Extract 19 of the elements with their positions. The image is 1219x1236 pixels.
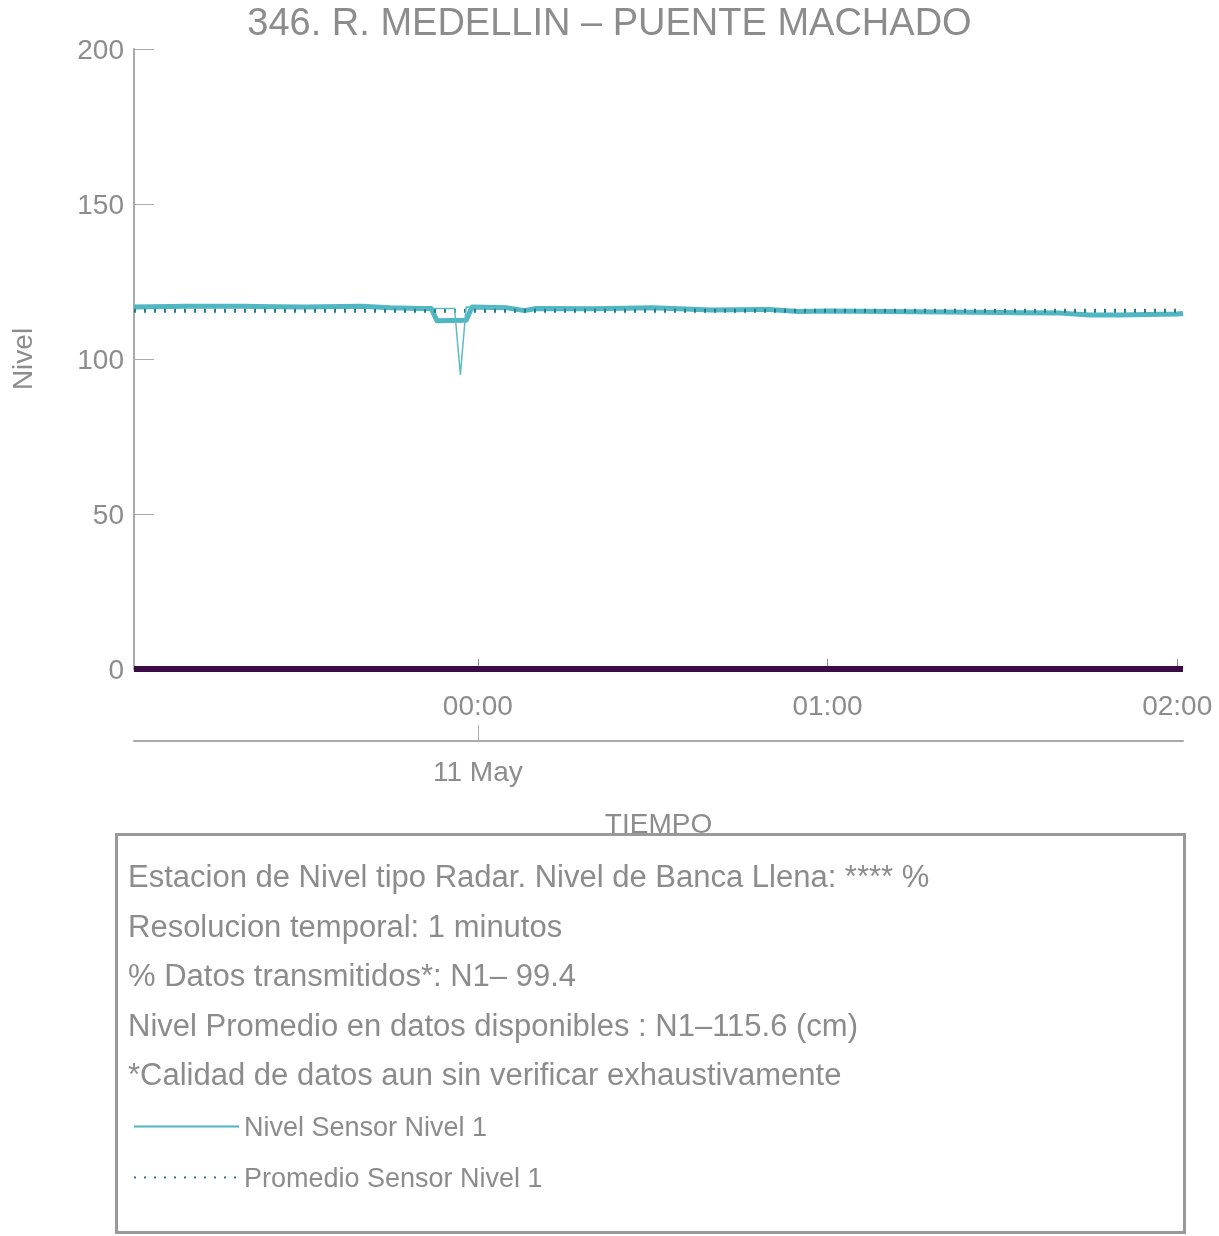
text: Estacion de Nivel tipo Radar. Nivel de Banca Llena: **** % (128, 858, 930, 896)
x-tick-label: 02:00 (1142, 689, 1213, 721)
text: Resolucion temporal: 1 minutos (128, 907, 564, 946)
y-tick-label: 150 (77, 188, 124, 220)
chart-title: 346. R. MEDELLIN – PUENTE MACHADO (247, 1, 972, 43)
text: % Datos transmitidos*: N1– 99.4 (128, 957, 577, 995)
x-tick-label: 01:00 (792, 689, 863, 721)
text: Nivel Promedio en datos disponibles : N1–115.6 (cm) (128, 1006, 859, 1045)
text: *Calidad de datos aun sin verificar exhaustivamente (128, 1056, 843, 1094)
y-tick-label: 200 (77, 33, 124, 65)
legend-label: Promedio Sensor Nivel 1 (244, 1162, 543, 1193)
x-tick-label: 00:00 (442, 689, 513, 721)
y-axis-title: Nivel (6, 327, 38, 391)
y-tick-label: 50 (92, 498, 124, 530)
y-tick-label: 0 (108, 653, 124, 685)
text: 11 May (432, 755, 523, 787)
x-axis-title: TIEMPO (604, 807, 713, 839)
y-tick-label: 100 (77, 343, 124, 375)
legend-label: Nivel Sensor Nivel 1 (244, 1111, 488, 1142)
